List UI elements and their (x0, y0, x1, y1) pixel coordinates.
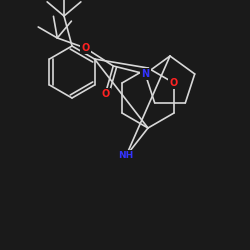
Text: NH: NH (118, 152, 134, 160)
Text: N: N (141, 69, 149, 79)
Text: O: O (81, 43, 90, 53)
Text: O: O (170, 78, 178, 88)
Text: O: O (101, 89, 110, 99)
